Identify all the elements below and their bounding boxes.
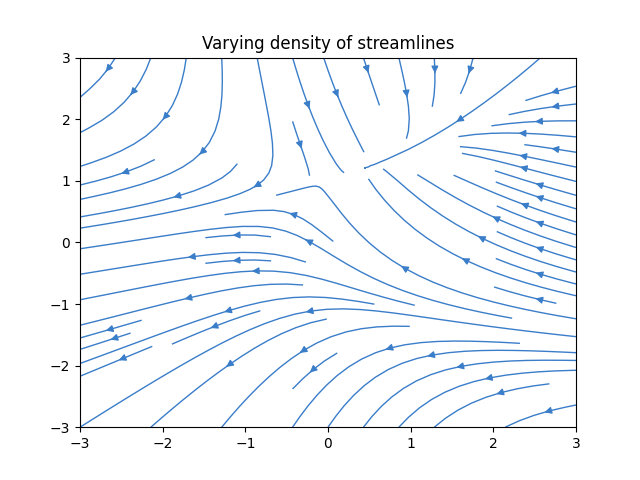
FancyArrowPatch shape — [108, 326, 113, 331]
FancyArrowPatch shape — [186, 295, 192, 300]
FancyArrowPatch shape — [458, 363, 464, 369]
FancyArrowPatch shape — [297, 141, 302, 148]
FancyArrowPatch shape — [520, 131, 525, 136]
FancyArrowPatch shape — [537, 183, 543, 188]
FancyArrowPatch shape — [364, 65, 369, 72]
FancyArrowPatch shape — [306, 240, 313, 245]
FancyArrowPatch shape — [493, 217, 500, 222]
FancyArrowPatch shape — [403, 267, 408, 272]
FancyArrowPatch shape — [120, 355, 126, 360]
FancyArrowPatch shape — [387, 345, 393, 350]
FancyArrowPatch shape — [234, 232, 240, 238]
FancyArrowPatch shape — [429, 352, 435, 357]
FancyArrowPatch shape — [305, 101, 310, 108]
FancyArrowPatch shape — [553, 147, 559, 152]
FancyArrowPatch shape — [255, 181, 261, 187]
FancyArrowPatch shape — [123, 168, 129, 174]
FancyArrowPatch shape — [536, 119, 542, 124]
FancyArrowPatch shape — [432, 66, 438, 73]
FancyArrowPatch shape — [253, 268, 259, 274]
FancyArrowPatch shape — [301, 347, 307, 352]
FancyArrowPatch shape — [458, 116, 464, 121]
FancyArrowPatch shape — [212, 323, 218, 328]
Title: Varying density of streamlines: Varying density of streamlines — [202, 35, 454, 53]
FancyArrowPatch shape — [227, 360, 234, 366]
FancyArrowPatch shape — [486, 375, 493, 380]
FancyArrowPatch shape — [463, 259, 469, 264]
FancyArrowPatch shape — [291, 213, 297, 218]
FancyArrowPatch shape — [333, 90, 338, 97]
FancyArrowPatch shape — [112, 335, 118, 340]
FancyArrowPatch shape — [498, 389, 504, 395]
FancyArrowPatch shape — [131, 88, 137, 94]
FancyArrowPatch shape — [163, 113, 170, 119]
FancyArrowPatch shape — [522, 204, 529, 208]
FancyArrowPatch shape — [468, 66, 474, 73]
FancyArrowPatch shape — [521, 154, 527, 159]
FancyArrowPatch shape — [106, 64, 112, 71]
FancyArrowPatch shape — [537, 221, 543, 227]
FancyArrowPatch shape — [189, 253, 195, 259]
FancyArrowPatch shape — [310, 366, 317, 372]
FancyArrowPatch shape — [403, 90, 409, 97]
FancyArrowPatch shape — [226, 307, 232, 312]
FancyArrowPatch shape — [200, 148, 206, 154]
FancyArrowPatch shape — [552, 88, 559, 94]
FancyArrowPatch shape — [546, 408, 552, 413]
FancyArrowPatch shape — [537, 247, 543, 252]
FancyArrowPatch shape — [537, 272, 543, 277]
FancyArrowPatch shape — [537, 298, 543, 303]
FancyArrowPatch shape — [537, 196, 543, 201]
FancyArrowPatch shape — [522, 166, 527, 171]
FancyArrowPatch shape — [234, 257, 240, 263]
FancyArrowPatch shape — [479, 237, 486, 242]
FancyArrowPatch shape — [175, 192, 181, 198]
FancyArrowPatch shape — [307, 308, 313, 313]
FancyArrowPatch shape — [553, 103, 559, 109]
